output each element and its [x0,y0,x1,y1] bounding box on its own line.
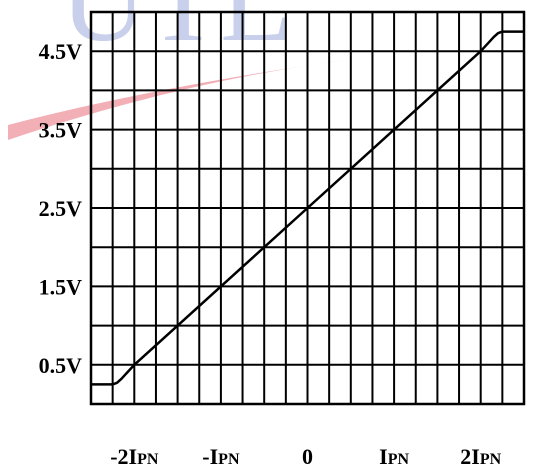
plot-frame [89,10,526,406]
x-tick-label: 2IPN [460,444,501,469]
series-line [91,30,524,386]
x-tick-label: -IPN [202,444,240,469]
y-tick-label: 4.5V [39,39,83,64]
y-tick-label: 3.5V [39,118,83,143]
y-tick-label: 1.5V [39,274,83,299]
x-tick-label: -2IPN [110,444,159,469]
y-tick-labels: 0.5V 1.5V 2.5V 3.5V 4.5V [39,39,83,378]
x-tick-label: IPN [379,444,409,469]
x-tick-labels: -2IPN -IPN 0 IPN 2IPN [110,444,501,469]
y-tick-label: 0.5V [39,353,83,378]
y-tick-label: 2.5V [39,196,83,221]
x-tick-label: 0 [302,444,313,469]
series-layer [91,30,524,386]
